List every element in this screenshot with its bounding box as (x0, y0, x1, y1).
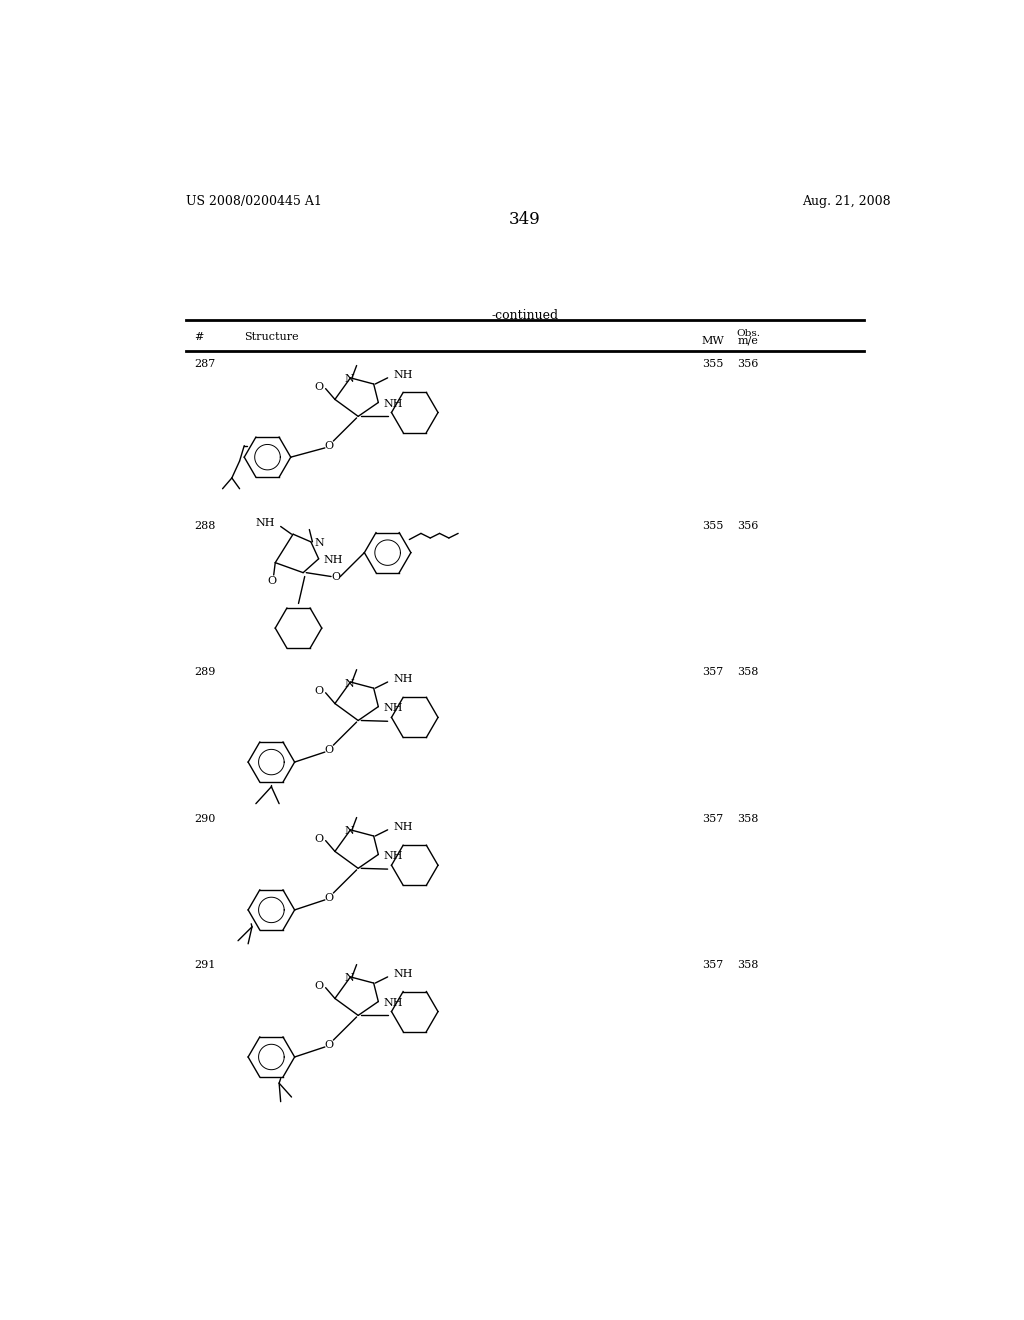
Text: 349: 349 (509, 211, 541, 228)
Text: 290: 290 (194, 813, 215, 824)
Text: O: O (325, 744, 333, 755)
Text: 358: 358 (737, 668, 759, 677)
Text: O: O (325, 1040, 333, 1049)
Text: O: O (314, 981, 324, 991)
Text: 356: 356 (737, 521, 759, 531)
Text: N: N (344, 973, 353, 983)
Text: O: O (314, 381, 324, 392)
Text: N: N (314, 539, 324, 548)
Text: O: O (325, 441, 333, 450)
Text: O: O (331, 572, 340, 582)
Text: 358: 358 (737, 813, 759, 824)
Text: 287: 287 (194, 359, 215, 370)
Text: NH: NH (383, 851, 402, 861)
Text: 289: 289 (194, 668, 215, 677)
Text: NH: NH (383, 704, 402, 713)
Text: 357: 357 (702, 668, 724, 677)
Text: 356: 356 (737, 359, 759, 370)
Text: NH: NH (383, 399, 402, 409)
Text: N: N (344, 826, 353, 837)
Text: 357: 357 (702, 813, 724, 824)
Text: N: N (344, 678, 353, 689)
Text: 288: 288 (194, 521, 215, 531)
Text: #: # (194, 331, 203, 342)
Text: N: N (344, 375, 353, 384)
Text: Obs.: Obs. (736, 330, 760, 338)
Text: US 2008/0200445 A1: US 2008/0200445 A1 (186, 195, 322, 209)
Text: 357: 357 (702, 960, 724, 970)
Text: NH: NH (324, 556, 343, 565)
Text: MW: MW (701, 335, 725, 346)
Text: NH: NH (394, 370, 414, 380)
Text: O: O (325, 892, 333, 903)
Text: NH: NH (383, 998, 402, 1008)
Text: NH: NH (394, 822, 414, 832)
Text: NH: NH (394, 969, 414, 979)
Text: O: O (267, 576, 276, 586)
Text: 358: 358 (737, 960, 759, 970)
Text: NH: NH (255, 519, 274, 528)
Text: -continued: -continued (492, 309, 558, 322)
Text: Aug. 21, 2008: Aug. 21, 2008 (802, 195, 891, 209)
Text: Structure: Structure (245, 331, 299, 342)
Text: 355: 355 (702, 521, 724, 531)
Text: 355: 355 (702, 359, 724, 370)
Text: O: O (314, 834, 324, 843)
Text: O: O (314, 686, 324, 696)
Text: m/e: m/e (737, 335, 759, 346)
Text: NH: NH (394, 675, 414, 684)
Text: 291: 291 (194, 960, 215, 970)
